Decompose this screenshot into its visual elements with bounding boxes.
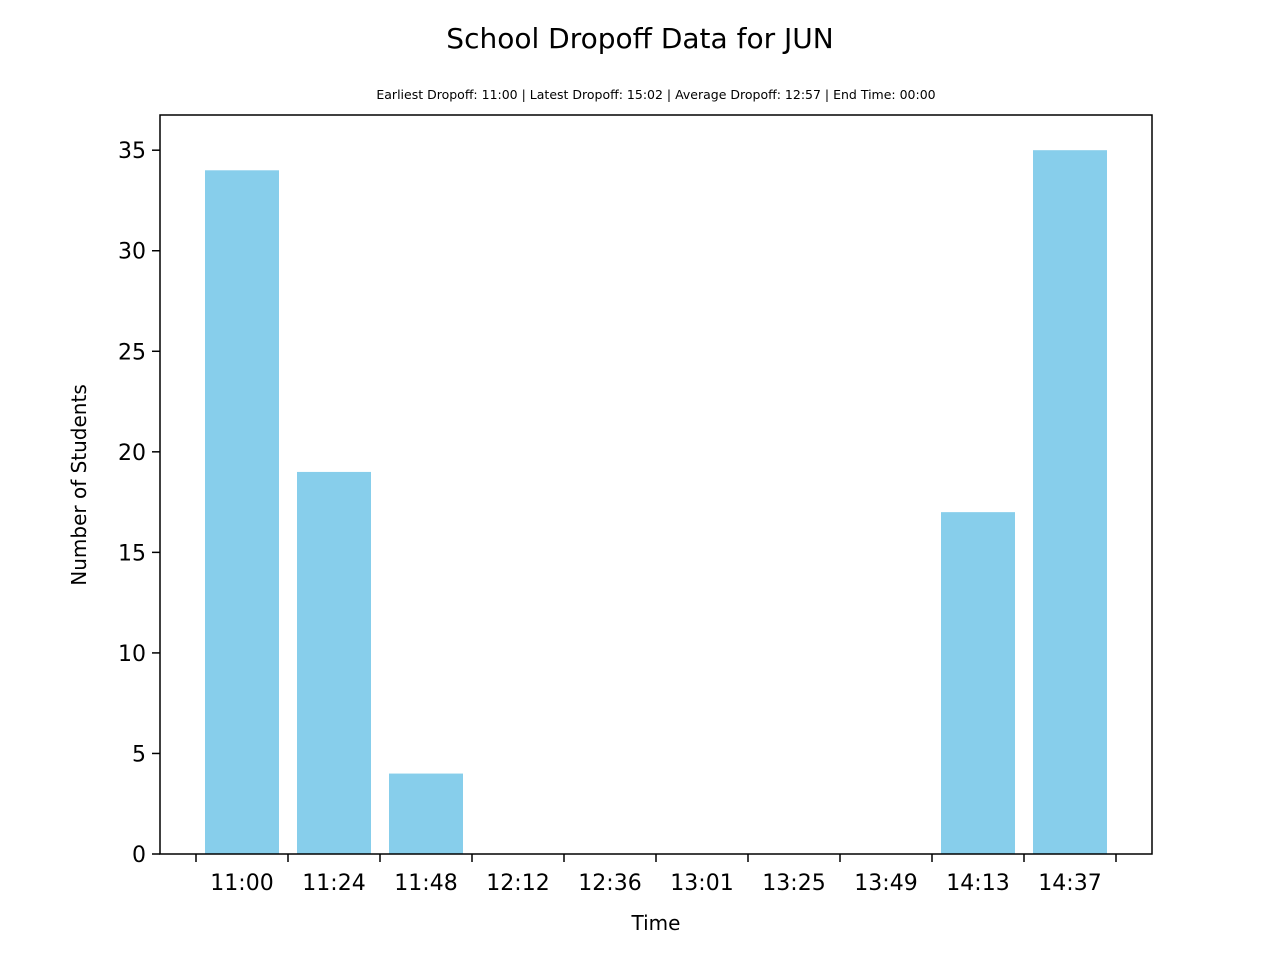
- x-tick-label: 14:37: [1038, 871, 1101, 896]
- y-tick-label: 20: [118, 441, 146, 466]
- x-tick-label: 13:49: [854, 871, 917, 896]
- x-tick-label: 14:13: [946, 871, 1009, 896]
- y-tick-label: 10: [118, 642, 146, 667]
- y-tick-label: 25: [118, 340, 146, 365]
- bar-1413: [941, 512, 1015, 854]
- y-tick-label: 5: [132, 742, 146, 767]
- bar-1437: [1033, 150, 1107, 854]
- y-tick-label: 0: [132, 843, 146, 868]
- x-tick-label: 11:48: [394, 871, 457, 896]
- x-tick-label: 11:24: [302, 871, 365, 896]
- chart-title: School Dropoff Data for JUN: [446, 22, 833, 55]
- x-tick-label: 12:36: [578, 871, 641, 896]
- y-tick-label: 35: [118, 139, 146, 164]
- bar-1100: [205, 170, 279, 854]
- chart-subtitle: Earliest Dropoff: 11:00 | Latest Dropoff…: [376, 87, 935, 102]
- x-axis-label: Time: [631, 911, 681, 935]
- x-tick-label: 12:12: [486, 871, 549, 896]
- y-axis: 0 5 10 15 20 25 30 35: [118, 139, 160, 868]
- bar-1124: [297, 471, 371, 854]
- y-tick-label: 30: [118, 240, 146, 265]
- bar-1148: [389, 773, 463, 854]
- x-tick-label: 13:25: [762, 871, 825, 896]
- y-tick-label: 15: [118, 541, 146, 566]
- y-axis-label: Number of Students: [67, 384, 91, 585]
- x-axis: 11:00 11:24 11:48 12:12 12:36 13:01 13:25 13:49…: [195, 854, 1117, 896]
- plot-area: [205, 150, 1107, 854]
- x-tick-label: 11:00: [210, 871, 273, 896]
- x-tick-label: 13:01: [670, 871, 733, 896]
